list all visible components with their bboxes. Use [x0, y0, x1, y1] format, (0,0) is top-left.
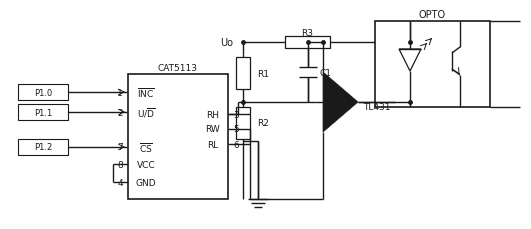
Bar — [18, 105, 68, 120]
Bar — [128, 75, 228, 199]
Text: U/$\overline{\rm D}$: U/$\overline{\rm D}$ — [136, 106, 155, 119]
Text: 1: 1 — [117, 88, 123, 97]
Text: TL431: TL431 — [363, 103, 390, 112]
Bar — [18, 85, 68, 101]
Text: P1.1: P1.1 — [34, 108, 52, 117]
Text: Uo: Uo — [220, 38, 233, 48]
Text: 6: 6 — [233, 140, 239, 149]
Text: 3: 3 — [233, 110, 239, 119]
Text: 5: 5 — [233, 125, 239, 134]
Text: GND: GND — [136, 178, 156, 187]
Text: 8: 8 — [117, 160, 123, 169]
Polygon shape — [323, 73, 358, 132]
Text: 7: 7 — [117, 143, 123, 152]
Bar — [285, 37, 330, 49]
Text: RL: RL — [208, 140, 219, 149]
Text: $\overline{\rm INC}$: $\overline{\rm INC}$ — [137, 86, 155, 100]
Bar — [18, 139, 68, 155]
Bar — [236, 58, 250, 90]
Text: OPTO: OPTO — [419, 10, 446, 20]
Bar — [375, 22, 490, 108]
Text: R3: R3 — [302, 28, 313, 37]
Text: R1: R1 — [257, 69, 269, 78]
Text: RW: RW — [205, 125, 220, 134]
Text: P1.0: P1.0 — [34, 88, 52, 97]
Text: CAT5113: CAT5113 — [158, 63, 198, 72]
Bar — [236, 108, 250, 139]
Text: VCC: VCC — [136, 160, 155, 169]
Text: C1: C1 — [320, 68, 332, 77]
Text: 2: 2 — [117, 108, 123, 117]
Text: R2: R2 — [257, 119, 269, 128]
Text: P1.2: P1.2 — [34, 143, 52, 152]
Text: RH: RH — [207, 110, 219, 119]
Text: $\overline{\rm CS}$: $\overline{\rm CS}$ — [139, 140, 153, 154]
Text: 4: 4 — [117, 178, 123, 187]
